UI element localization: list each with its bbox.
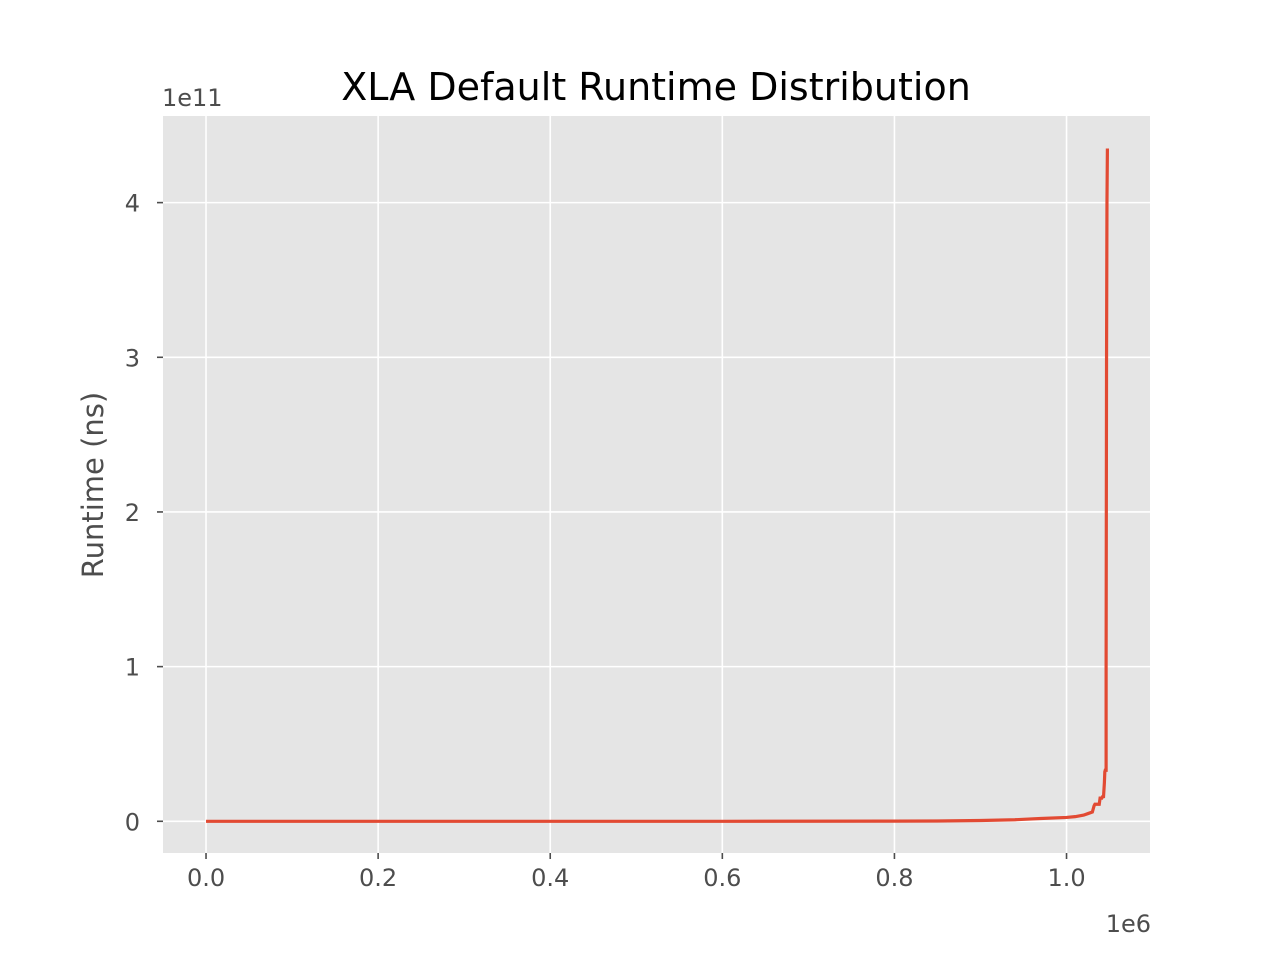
x-tick-label: 0.4 xyxy=(531,864,569,892)
x-tick-label: 0.2 xyxy=(359,864,397,892)
x-tick-label: 1.0 xyxy=(1047,864,1085,892)
y-tick-label: 1 xyxy=(125,654,140,682)
series-layer xyxy=(206,148,1109,823)
y-tick-label: 4 xyxy=(125,190,140,218)
x-tick-label: 0.0 xyxy=(187,864,225,892)
y-tick-label: 0 xyxy=(125,808,140,836)
x-tick-label: 0.6 xyxy=(703,864,741,892)
chart-title: XLA Default Runtime Distribution xyxy=(341,65,971,109)
x-axis-offset-label: 1e6 xyxy=(1106,910,1151,938)
y-axis-label: Runtime (ns) xyxy=(76,392,110,578)
x-tick-label: 0.8 xyxy=(875,864,913,892)
y-axis-ticks: 0 1 2 3 4 xyxy=(125,190,163,836)
y-tick-label: 3 xyxy=(125,344,140,372)
plot-background xyxy=(163,116,1150,853)
x-gridlines xyxy=(205,116,1068,853)
x-axis-ticks: 0.0 0.2 0.4 0.6 0.8 1.0 xyxy=(187,853,1086,892)
series-line xyxy=(206,148,1109,823)
y-tick-label: 2 xyxy=(125,499,140,527)
y-axis-offset-label: 1e11 xyxy=(162,84,223,112)
